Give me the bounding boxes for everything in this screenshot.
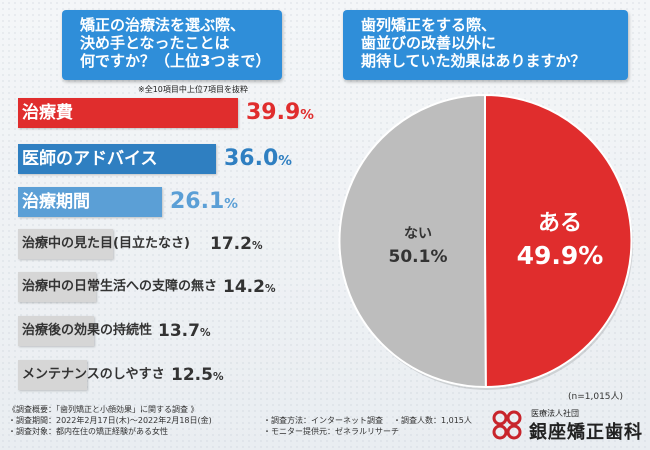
bar bbox=[18, 272, 96, 302]
bar-value-label: 17.2% bbox=[210, 229, 263, 259]
survey-title: 《調査概要：「歯列矯正と小顔効果」に関する調査 》 bbox=[8, 405, 199, 414]
bar bbox=[18, 316, 94, 346]
sample-size-note: (n=1,015人) bbox=[568, 392, 624, 402]
bar-label: メンテナンスのしやすさ bbox=[22, 367, 165, 382]
clinic-logo: 医療法人社団 銀座矯正歯科 bbox=[491, 406, 643, 444]
question-line: 歯列矯正をする際、 bbox=[361, 16, 497, 34]
bar-label: 治療期間 bbox=[22, 192, 90, 212]
question-line: 期待していた効果はありますか？ bbox=[361, 52, 586, 70]
excerpt-note: ※全10項目中上位7項目を抜粋 bbox=[138, 85, 248, 94]
survey-method-block: ・調査方法：インターネット調査 ・モニター提供元：ゼネラルリサーチ bbox=[263, 415, 399, 437]
question-line: 決め手となったことは bbox=[80, 34, 230, 52]
bar-value-number: 36.0 bbox=[224, 146, 279, 171]
survey-method: ・調査方法：インターネット調査 bbox=[263, 416, 383, 425]
bar-label: 医師のアドバイス bbox=[22, 149, 158, 169]
logo-name: 銀座矯正歯科 bbox=[529, 422, 643, 443]
survey-period: ・調査期間：2022年2月17日(木)〜2022年2月18日(金) bbox=[8, 416, 212, 425]
bar-value-unit: % bbox=[278, 153, 292, 169]
question-line: 何ですか？（上位3つまで） bbox=[80, 52, 271, 70]
bar-value-number: 14.2 bbox=[223, 277, 265, 297]
survey-overview: 《調査概要：「歯列矯正と小顔効果」に関する調査 》 ・調査期間：2022年2月1… bbox=[8, 404, 212, 437]
bar-value-unit: % bbox=[300, 107, 314, 123]
bar-value-unit: % bbox=[199, 327, 211, 339]
bar-value-number: 12.5 bbox=[171, 365, 213, 385]
bar bbox=[18, 229, 113, 259]
bar-value-label: 13.7% bbox=[158, 316, 211, 346]
survey-count: ・調査人数：1,015人 bbox=[393, 416, 472, 425]
bar-value-number: 26.1 bbox=[170, 189, 225, 214]
pie-value-aru: 49.9% bbox=[517, 241, 604, 270]
bar-value-unit: % bbox=[212, 371, 224, 383]
pie-question-header: 歯列矯正をする際、 歯並びの改善以外に 期待していた効果はありますか？ bbox=[343, 10, 628, 80]
bar-value-number: 13.7 bbox=[158, 321, 200, 341]
pie-label-aru: ある bbox=[538, 211, 582, 236]
question-line: 矯正の治療法を選ぶ際、 bbox=[80, 16, 246, 34]
bar bbox=[18, 187, 162, 217]
question-line: 歯並びの改善以外に bbox=[361, 34, 497, 52]
survey-target: ・調査対象：都内在住の矯正経験がある女性 bbox=[8, 427, 168, 436]
pie-slice-nai bbox=[338, 93, 487, 389]
bar-label: 治療費 bbox=[22, 103, 73, 123]
bar-label: 治療中の見た目(目立たなさ) bbox=[22, 236, 190, 251]
bar bbox=[18, 360, 87, 390]
survey-provider: ・モニター提供元：ゼネラルリサーチ bbox=[263, 427, 399, 436]
bar-value-label: 14.2% bbox=[223, 272, 276, 302]
logo-subtitle: 医療法人社団 bbox=[531, 409, 579, 418]
bar-value-label: 12.5% bbox=[171, 360, 224, 390]
bar-value-number: 39.9 bbox=[246, 100, 301, 125]
bar-label: 治療中の日常生活への支障の無さ bbox=[22, 279, 218, 294]
bar bbox=[18, 144, 216, 174]
pie-value-nai: 50.1% bbox=[389, 247, 448, 267]
bar-value-unit: % bbox=[251, 240, 263, 252]
bar-value-unit: % bbox=[264, 283, 276, 295]
pie-slice-aru bbox=[484, 93, 633, 389]
logo-mark-icon bbox=[492, 410, 522, 440]
bar-question-header: 矯正の治療法を選ぶ際、 決め手となったことは 何ですか？（上位3つまで） bbox=[62, 10, 282, 80]
bar-value-unit: % bbox=[224, 196, 238, 212]
bar-label: 治療後の効果の持続性 bbox=[22, 323, 153, 338]
bar-value-label: 36.0% bbox=[224, 144, 292, 174]
bar bbox=[18, 98, 238, 128]
bar-value-label: 26.1% bbox=[170, 187, 238, 217]
pie-label-nai: ない bbox=[404, 226, 432, 242]
bar-value-label: 39.9% bbox=[246, 98, 314, 128]
bar-value-number: 17.2 bbox=[210, 234, 252, 254]
